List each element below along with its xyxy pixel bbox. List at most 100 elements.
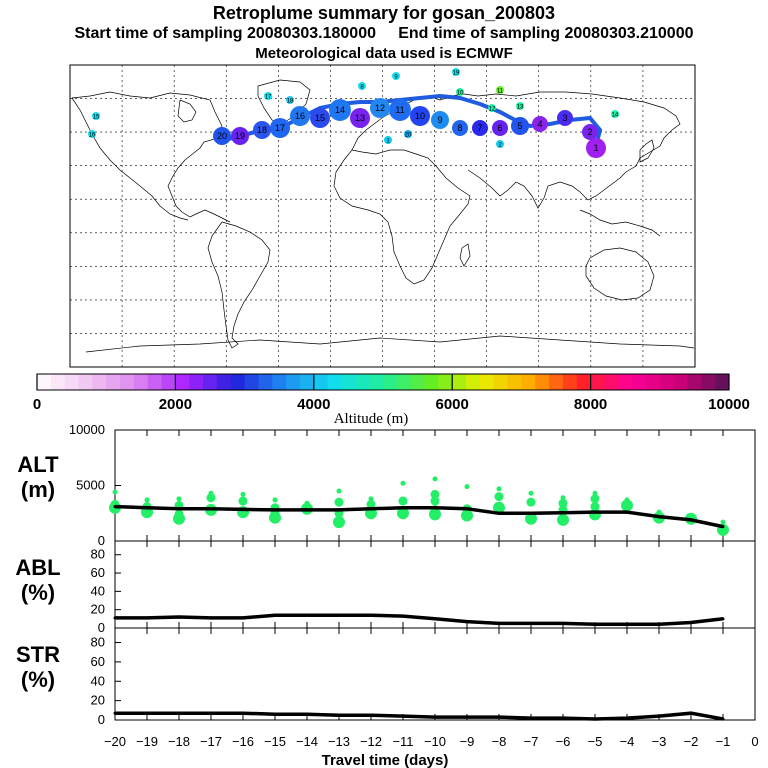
panel-abl: 0 20 40 60 80 ABL(%) [15,540,756,635]
plume-marker-label: 7 [477,123,482,133]
plume-marker: 16 [88,130,96,139]
altitude-dot [334,497,344,507]
plume-marker-dot [329,99,351,121]
plume-marker-label: 8 [457,123,462,133]
panel-y-label: ABL [15,555,60,580]
colorbar-swatch [687,374,702,390]
series-point [241,616,245,620]
colorbar-tick-label: 2000 [159,396,192,413]
colorbar-tick-label: 4000 [297,396,330,413]
colorbar-swatch [92,374,107,390]
colorbar-swatch [701,374,716,390]
plume-marker-dot [253,121,271,139]
y-tick-label: 80 [91,635,105,650]
x-tick-label: −7 [524,734,539,749]
colorbar-swatch [535,374,550,390]
plume-marker-dot [384,136,392,144]
sampling-times: Start time of sampling 20080303.180000 E… [0,25,768,43]
altitude-dot [429,508,441,521]
series-point [401,506,405,510]
altitude-dot [430,489,440,499]
series-point [497,511,501,515]
series-point [145,711,149,715]
y-tick-label: 40 [91,583,105,598]
series-point [401,614,405,618]
y-tick-label: 80 [91,547,105,562]
plume-marker: 8 [358,82,366,91]
series-point [625,510,629,514]
colorbar-swatch [272,374,287,390]
series-point [337,508,341,512]
colorbar-swatch [715,374,730,390]
plume-marker: 2 [496,140,504,149]
plume-marker-dot [310,108,330,128]
altitude-dot [144,497,150,503]
plume-marker-dot [452,68,460,76]
plume-marker: 16 [290,106,310,126]
x-axis-label: Travel time (days) [322,752,449,768]
plume-marker-label: 13 [355,113,365,123]
series-point [433,506,437,510]
x-tick-label: −5 [588,734,603,749]
altitude-dot [432,476,438,482]
series-point [561,716,565,720]
plume-marker: 18 [253,121,271,139]
colorbar-swatch [78,374,93,390]
plume-marker-label: 8 [360,85,364,91]
plume-marker-dot [370,98,390,118]
colorbar-swatch [549,374,564,390]
colorbar-swatch [37,374,52,390]
x-tick-label: −12 [360,734,382,749]
altitude-dot [430,496,440,506]
panel-frame [114,540,756,629]
x-tick-label: −10 [424,734,446,749]
plume-marker-label: 1 [386,139,390,145]
plume-marker-label: 11 [497,89,504,95]
plume-marker-label: 13 [517,105,524,111]
altitude-dot [176,496,182,502]
altitude-dot [240,491,246,497]
series-point [337,713,341,717]
plume-marker-label: 16 [89,133,96,139]
altitude-dot [397,507,409,520]
x-tick-label: 0 [751,734,758,749]
coast-north-america [71,91,231,223]
panel-frame [114,627,756,721]
series-point [273,712,277,716]
colorbar-swatch [286,374,301,390]
colorbar-swatch [64,374,80,390]
plume-marker-dot [358,82,366,90]
altitude-dot [589,508,601,521]
plume-marker-dot [452,120,468,136]
altitude-dot [526,497,536,507]
altitude-dot [590,494,600,504]
plume-marker-dot [511,117,529,135]
plume-marker-label: 2 [587,127,592,137]
plume-marker-dot [582,124,598,140]
series-point [177,615,181,619]
plume-marker-label: 12 [375,103,385,113]
plume-marker: 10 [456,88,464,97]
colorbar-label: Altitude (m) [334,411,409,427]
plume-marker-label: 12 [489,107,496,113]
coast-south-america [207,221,271,349]
colorbar-swatch [327,374,342,390]
x-tick-label: −18 [168,734,190,749]
x-tick-label: −8 [492,734,507,749]
altitude-dot [400,480,406,486]
plume-marker-label: 9 [394,75,398,81]
colorbar-tick-label: 10000 [708,396,750,413]
coast-japan [639,139,655,163]
plume-marker-label: 6 [497,123,502,133]
coast-se-asia [579,209,661,237]
series-point [209,507,213,511]
y-tick-label: 10000 [69,422,105,437]
series-point [657,515,661,519]
series-point [369,713,373,717]
colorbar-swatch [604,374,619,390]
colorbar-swatch [120,374,135,390]
x-tick-label: −2 [684,734,699,749]
plume-marker-dot [264,92,272,100]
end-time-label: End time of sampling 20080303.210000 [398,25,694,42]
